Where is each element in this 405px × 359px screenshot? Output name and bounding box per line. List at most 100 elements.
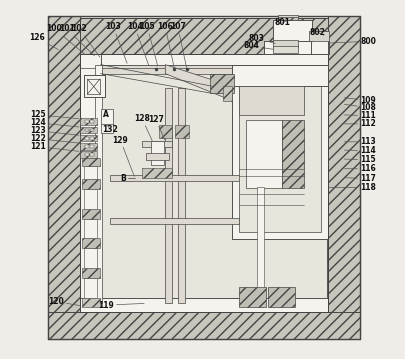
- Bar: [310, 31, 327, 54]
- Bar: [79, 54, 101, 312]
- Bar: [83, 278, 97, 298]
- Bar: [83, 75, 104, 97]
- Bar: [238, 79, 320, 232]
- Bar: [263, 41, 328, 54]
- Text: 108: 108: [343, 103, 375, 112]
- Bar: [256, 187, 263, 287]
- Bar: [231, 65, 327, 86]
- Text: 105: 105: [139, 22, 158, 66]
- Text: 126: 126: [29, 33, 58, 50]
- Text: 127: 127: [147, 115, 164, 140]
- Text: 803: 803: [248, 34, 275, 43]
- Text: 106: 106: [157, 22, 174, 67]
- Bar: [238, 287, 265, 307]
- Bar: [79, 65, 327, 74]
- Text: 112: 112: [343, 119, 375, 129]
- Bar: [267, 287, 294, 307]
- Bar: [231, 72, 327, 239]
- Bar: [165, 88, 172, 303]
- Bar: [81, 298, 99, 307]
- Text: 801: 801: [273, 18, 289, 27]
- Bar: [83, 248, 97, 268]
- Text: 102: 102: [71, 24, 100, 57]
- Text: 116: 116: [343, 164, 375, 173]
- Bar: [48, 18, 359, 339]
- Bar: [272, 20, 312, 41]
- Text: 123: 123: [30, 126, 79, 135]
- Bar: [48, 312, 359, 339]
- Text: 107: 107: [170, 22, 186, 67]
- Bar: [263, 41, 328, 54]
- Bar: [278, 17, 297, 20]
- Bar: [231, 65, 327, 86]
- Text: A: A: [103, 110, 109, 120]
- Bar: [231, 72, 327, 239]
- Bar: [142, 141, 172, 147]
- Bar: [210, 74, 233, 93]
- Bar: [272, 46, 297, 53]
- Bar: [48, 16, 79, 339]
- Bar: [272, 40, 297, 47]
- Text: 104: 104: [127, 22, 148, 65]
- Text: 124: 124: [30, 118, 79, 127]
- Bar: [80, 118, 97, 125]
- Bar: [79, 54, 327, 65]
- Text: 129: 129: [112, 135, 134, 176]
- Bar: [90, 153, 94, 156]
- Text: 113: 113: [343, 137, 375, 146]
- Bar: [175, 125, 188, 138]
- Bar: [245, 120, 281, 188]
- Text: 114: 114: [343, 146, 375, 155]
- Bar: [83, 219, 97, 238]
- Text: 804: 804: [243, 41, 273, 51]
- Bar: [81, 158, 99, 166]
- Text: 117: 117: [343, 174, 375, 183]
- Bar: [84, 129, 89, 131]
- Bar: [142, 168, 172, 178]
- Bar: [81, 238, 99, 248]
- Bar: [90, 129, 94, 131]
- Bar: [81, 209, 99, 219]
- Bar: [90, 120, 94, 123]
- Bar: [222, 86, 231, 101]
- Text: 118: 118: [328, 183, 375, 192]
- Text: 111: 111: [343, 111, 375, 120]
- Bar: [100, 109, 113, 133]
- Bar: [48, 18, 359, 61]
- Text: 120: 120: [48, 297, 80, 306]
- Text: 100: 100: [47, 24, 85, 55]
- Text: 119: 119: [98, 300, 144, 310]
- Bar: [95, 65, 102, 303]
- Bar: [109, 218, 238, 224]
- Bar: [83, 189, 97, 209]
- Bar: [177, 88, 185, 303]
- Bar: [90, 137, 94, 140]
- Bar: [81, 179, 99, 189]
- Bar: [84, 137, 89, 140]
- Bar: [81, 268, 99, 278]
- Text: 109: 109: [343, 96, 375, 105]
- Bar: [278, 15, 297, 20]
- Bar: [79, 298, 327, 312]
- Bar: [84, 153, 89, 156]
- Text: 128: 128: [134, 114, 152, 140]
- Polygon shape: [165, 65, 231, 101]
- Bar: [84, 145, 89, 148]
- Text: 125: 125: [30, 110, 79, 120]
- Bar: [84, 120, 89, 123]
- Text: 101: 101: [59, 24, 94, 56]
- Bar: [151, 141, 163, 165]
- Bar: [308, 31, 328, 41]
- Bar: [79, 54, 327, 65]
- Bar: [158, 125, 172, 138]
- Bar: [145, 153, 168, 160]
- Bar: [83, 166, 97, 179]
- Text: 132: 132: [102, 125, 118, 134]
- Text: B: B: [120, 173, 126, 183]
- Bar: [281, 120, 303, 188]
- Bar: [109, 175, 312, 181]
- Text: 122: 122: [30, 134, 79, 143]
- Bar: [90, 145, 94, 148]
- Bar: [80, 143, 97, 150]
- Bar: [83, 75, 104, 97]
